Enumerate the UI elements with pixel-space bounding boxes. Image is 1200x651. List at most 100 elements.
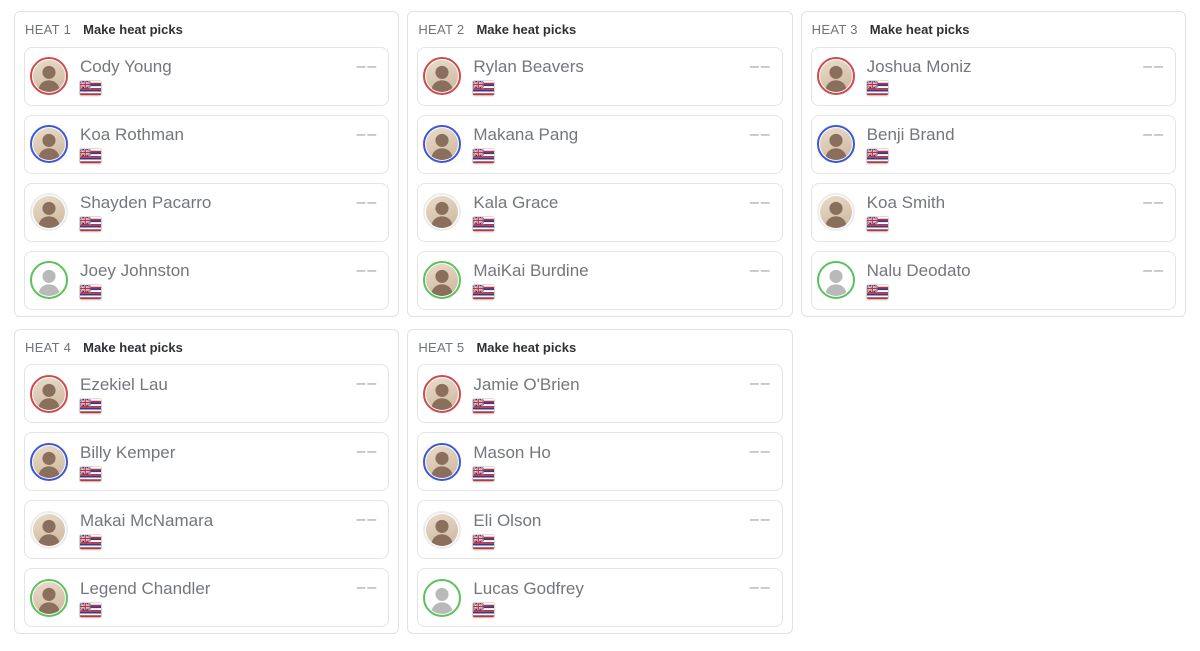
competitor-name: Nalu Deodato [866,261,971,281]
avatar [30,442,68,481]
competitor-name: Makai McNamara [80,510,214,530]
avatar [30,510,68,549]
union-jack-canton [80,284,91,293]
heat-panel: HEAT 5 Make heat picks Jamie O'Brien [407,328,793,635]
competitor-card[interactable]: Eli Olson –– [417,500,783,560]
person-silhouette-icon [824,65,847,93]
avatar-image [426,445,459,478]
competitor-name: Shayden Pacarro [80,193,212,213]
competitor-info: Ezekiel Lau [80,375,168,413]
competitor-name: Ezekiel Lau [80,374,168,394]
pick-placeholder: –– [749,375,772,393]
avatar [816,125,855,164]
avatar [30,261,68,300]
person-silhouette-icon [38,383,60,410]
competitor-card[interactable]: Cody Young –– [24,46,390,106]
person-silhouette-icon [38,65,60,93]
union-jack-canton [866,284,878,293]
pick-placeholder: –– [749,125,772,143]
hawaii-flag-icon [866,80,888,95]
competitor-card[interactable]: Joshua Moniz – [810,46,1176,106]
hawaii-flag-icon [473,398,495,413]
avatar-image [33,581,65,614]
pick-placeholder: –– [356,511,379,529]
competitor-card[interactable]: Makana Pang –– [417,114,783,174]
competitor-info: Joey Johnston [80,261,190,299]
avatar [816,193,855,232]
competitor-info: MaiKai Burdine [473,261,589,299]
competitor-card[interactable]: Jamie O'Brien [417,364,783,424]
union-jack-canton [473,216,485,225]
competitor-card[interactable]: Makai McNamara [24,500,390,560]
hawaii-flag-icon [866,148,888,163]
competitor-card[interactable]: Shayden Pacarro [24,182,390,242]
competitor-card[interactable]: Billy Kemper – [24,432,390,492]
pick-placeholder: –– [749,579,772,597]
person-silhouette-icon [38,519,60,546]
pick-placeholder: –– [356,193,379,211]
pick-placeholder: –– [749,57,772,75]
hawaii-flag-icon [80,466,101,481]
competitor-info: Makai McNamara [80,511,213,549]
competitor-card[interactable]: Nalu Deodato – [810,250,1176,310]
hawaii-flag-icon [80,534,101,549]
competitor-card[interactable]: Ezekiel Lau –– [24,364,390,424]
union-jack-canton [80,216,91,225]
avatar [423,261,462,300]
competitor-info: Jamie O'Brien [473,375,580,413]
avatar-image [426,196,459,229]
competitor-info: Joshua Moniz [866,57,972,95]
union-jack-canton [473,534,485,543]
competitor-info: Eli Olson [473,511,541,549]
pick-placeholder: –– [356,125,379,143]
competitor-card[interactable]: Kala Grace –– [417,182,783,242]
avatar [30,125,68,164]
competitor-name: Rylan Beavers [473,57,584,77]
avatar [423,193,462,232]
union-jack-canton [80,466,91,475]
pick-placeholder: –– [1143,125,1165,143]
heat-header: HEAT 5 Make heat picks [417,330,782,365]
avatar-image [426,60,459,93]
heat-header: HEAT 1 Make heat picks [24,12,389,47]
competitor-list: Ezekiel Lau –– [24,364,390,628]
union-jack-canton [80,398,91,407]
competitor-card[interactable]: Rylan Beavers [417,46,783,106]
avatar-image [33,128,65,161]
hawaii-flag-icon [866,216,888,231]
competitor-card[interactable]: Mason Ho –– [417,432,783,492]
person-silhouette-icon [431,383,454,410]
person-silhouette-icon [431,65,454,93]
competitor-card[interactable]: Koa Rothman –– [24,114,390,174]
pick-placeholder: –– [356,443,379,461]
competitor-name: Lucas Godfrey [473,578,584,598]
pick-placeholder: –– [356,579,379,597]
avatar-image [426,581,459,614]
competitor-card[interactable]: Koa Smith –– [810,182,1176,242]
competitor-card[interactable]: Legend Chandler [24,568,390,628]
heat-label: HEAT 3 [811,22,858,37]
competitor-name: Eli Olson [473,510,542,530]
competitor-card[interactable]: Joey Johnston [24,250,390,310]
competitor-name: Legend Chandler [80,578,211,598]
union-jack-canton [80,602,91,611]
avatar [816,57,855,96]
pick-placeholder: –– [749,443,772,461]
competitor-card[interactable]: Lucas Godfrey [417,568,783,628]
heat-label: HEAT 2 [418,22,465,37]
competitor-info: Rylan Beavers [473,57,584,95]
competitor-card[interactable]: MaiKai Burdine [417,250,783,310]
heat-panel: HEAT 3 Make heat picks Joshua Moniz [800,11,1186,317]
avatar-image [819,196,852,229]
heat-label: HEAT 4 [25,339,72,355]
competitor-list: Cody Young –– [24,46,390,310]
competitor-name: Koa Rothman [80,125,184,145]
hawaii-flag-icon [80,80,101,95]
avatar-image [426,513,459,546]
union-jack-canton [866,216,878,225]
pick-placeholder: –– [749,261,772,279]
avatar-image [426,264,459,297]
competitor-card[interactable]: Benji Brand –– [810,114,1176,174]
avatar-image [33,377,65,410]
make-heat-picks-label: Make heat picks [83,339,183,355]
